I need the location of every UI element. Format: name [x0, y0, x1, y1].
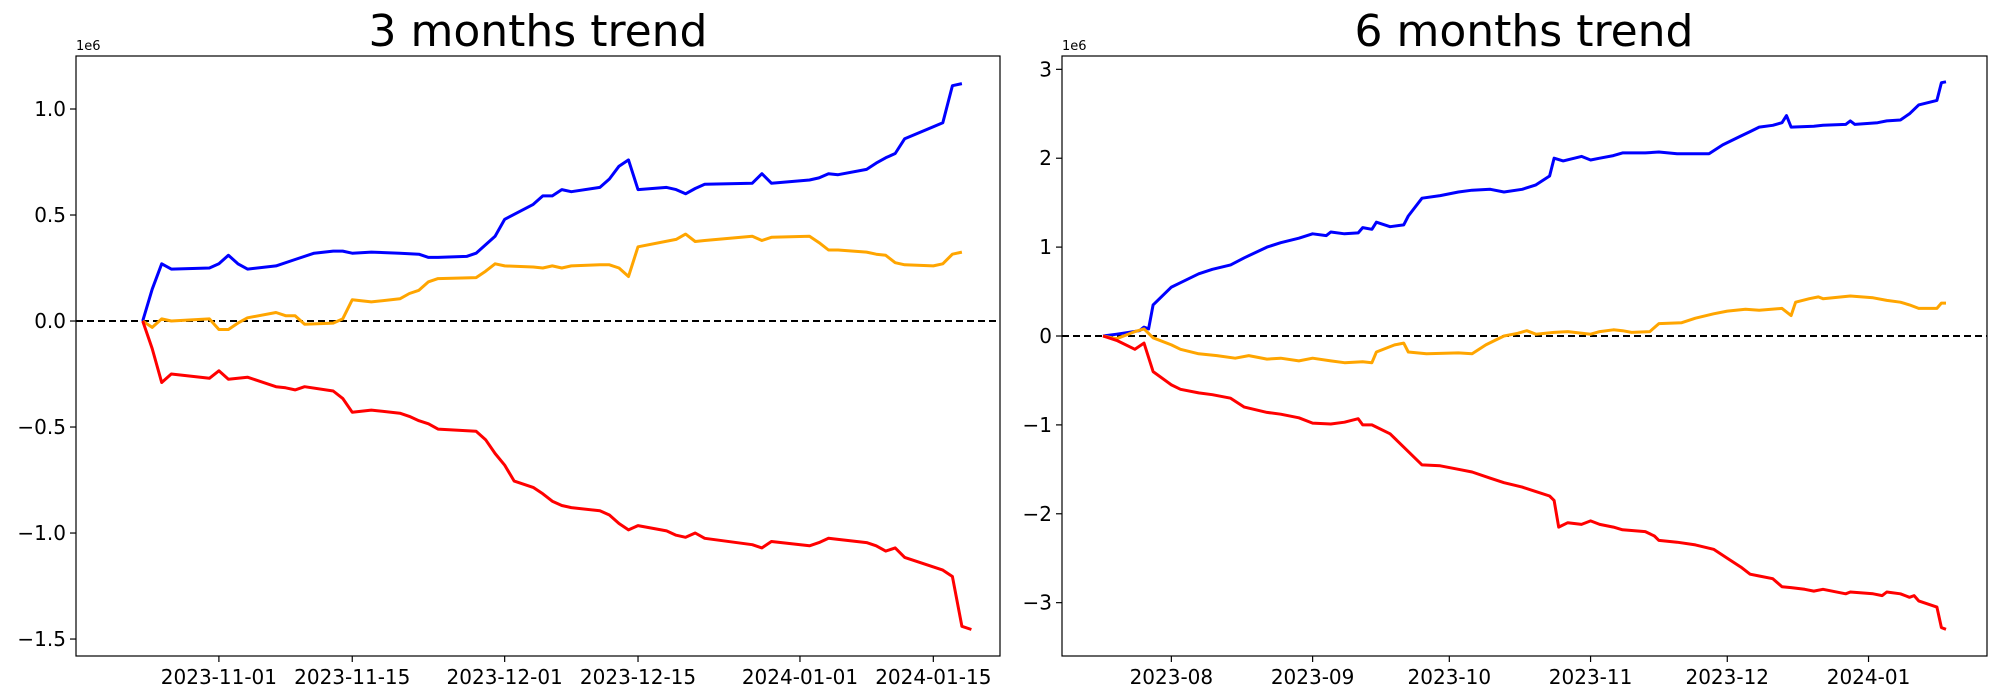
chart-6-months: 6 months trend 1e6 2023-08 2023-09 2023-…	[1023, 6, 1988, 689]
y-tick-label: −1	[1023, 413, 1052, 437]
x-tick-label: 2024-01	[1827, 665, 1911, 689]
y-tick-label: −2	[1023, 502, 1052, 526]
series-line-1	[1102, 80, 1947, 338]
x-tick-label: 2023-11	[1549, 665, 1633, 689]
x-tick-label: 2023-12-01	[447, 665, 563, 689]
x-tick-label: 2023-11-01	[161, 665, 277, 689]
series-line-3	[141, 320, 972, 631]
y-tick-label: 2	[1039, 146, 1052, 170]
x-axis: 2023-11-01 2023-11-15 2023-12-01 2023-12…	[161, 665, 992, 689]
y-tick-label: 1.0	[34, 97, 66, 121]
plot-marks	[1056, 55, 1988, 662]
x-tick-label: 2023-10	[1408, 665, 1492, 689]
x-tick-label: 2024-01-01	[742, 665, 858, 689]
y-tick-label: −1.5	[17, 627, 66, 651]
series-line-1	[141, 82, 963, 322]
y-tick-label: 0.0	[34, 309, 66, 333]
y-tick-label: 3	[1039, 57, 1052, 81]
x-axis: 2023-08 2023-09 2023-10 2023-11 2023-12 …	[1130, 665, 1911, 689]
y-axis-multiplier: 1e6	[1062, 39, 1087, 54]
plot-frame	[1061, 55, 1988, 657]
y-axis: 1.0 0.5 0.0 −0.5 −1.0 −1.5	[17, 97, 66, 651]
y-tick-label: −0.5	[17, 415, 66, 439]
y-axis-multiplier: 1e6	[76, 39, 101, 54]
chart-title: 6 months trend	[1355, 6, 1694, 57]
x-tick-label: 2023-11-15	[294, 665, 410, 689]
plot-frame	[75, 55, 1001, 657]
series-line-3	[1102, 334, 1947, 631]
chart-title: 3 months trend	[369, 6, 708, 57]
y-tick-label: 0	[1039, 324, 1052, 348]
x-tick-label: 2023-08	[1130, 665, 1214, 689]
series-line-2	[141, 232, 963, 331]
y-tick-label: −3	[1023, 591, 1052, 615]
x-tick-label: 2023-12	[1685, 665, 1769, 689]
chart-3-months: 3 months trend 1e6 2023-11-01 2023-11-15…	[17, 6, 1001, 689]
plot-marks	[70, 55, 1001, 662]
y-tick-label: 0.5	[34, 203, 66, 227]
x-tick-label: 2023-12-15	[580, 665, 696, 689]
y-tick-label: 1	[1039, 235, 1052, 259]
x-tick-label: 2023-09	[1271, 665, 1355, 689]
y-tick-label: −1.0	[17, 521, 66, 545]
series-line-2	[1102, 294, 1946, 365]
x-tick-label: 2024-01-15	[875, 665, 991, 689]
y-axis: 3 2 1 0 −1 −2 −3	[1023, 57, 1052, 614]
